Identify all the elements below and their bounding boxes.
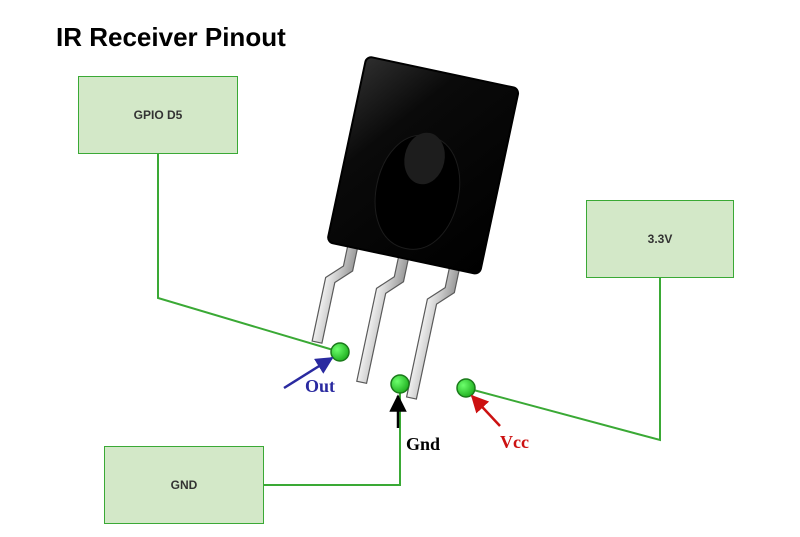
arrow-vcc bbox=[472, 396, 500, 426]
ir-pin-vcc bbox=[407, 255, 462, 402]
callout-3v3: 3.3V bbox=[586, 200, 734, 278]
pin-label-vcc: Vcc bbox=[500, 432, 529, 453]
callout-gpio-label: GPIO D5 bbox=[134, 108, 183, 122]
page-title: IR Receiver Pinout bbox=[56, 22, 286, 53]
pin-label-out: Out bbox=[305, 376, 335, 397]
pin-dot-vcc bbox=[457, 379, 475, 397]
callout-line-3v3 bbox=[466, 278, 660, 440]
callout-3v3-label: 3.3V bbox=[648, 232, 673, 246]
pin-dot-gnd bbox=[391, 375, 409, 393]
ir-dome bbox=[365, 127, 470, 257]
callout-line-gnd bbox=[264, 384, 400, 485]
pin-label-gnd: Gnd bbox=[406, 434, 440, 455]
callout-gnd-label: GND bbox=[171, 478, 198, 492]
callout-line-gpio bbox=[158, 154, 340, 352]
ir-pin-gnd bbox=[357, 244, 411, 386]
ir-body bbox=[327, 56, 519, 274]
callout-gnd: GND bbox=[104, 446, 264, 524]
ir-receiver-component bbox=[299, 56, 519, 406]
ir-lens-highlight bbox=[400, 129, 450, 188]
ir-pin-out bbox=[312, 234, 359, 347]
pin-dot-out bbox=[331, 343, 349, 361]
callout-gpio: GPIO D5 bbox=[78, 76, 238, 154]
